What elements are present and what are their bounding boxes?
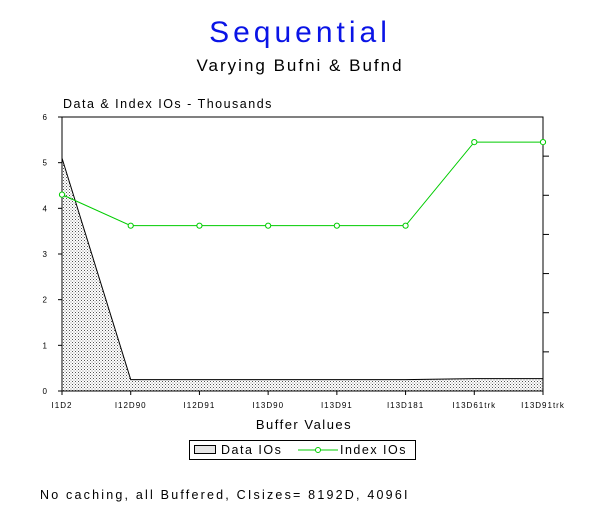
legend-swatch-index: [298, 447, 338, 453]
index-ios-point: [58, 191, 66, 198]
index-ios-point: [127, 222, 134, 229]
y-tick-label: 0: [43, 387, 48, 396]
index-ios-line: [61, 141, 543, 227]
y-tick-label: 6: [43, 113, 48, 122]
x-tick-label: I13D90: [252, 401, 284, 410]
x-axis-label: Buffer Values: [255, 417, 353, 432]
x-tick-label: I13D181: [387, 401, 424, 410]
plot-frame: [61, 116, 544, 392]
legend-label-index: Index IOs: [340, 443, 407, 457]
index-ios-point: [333, 222, 340, 229]
x-tick-label: I1D2: [52, 401, 73, 410]
index-ios-point: [471, 139, 478, 146]
y-tick-label: 5: [43, 159, 48, 168]
footnote: No caching, all Buffered, CIsizes= 8192D…: [40, 488, 410, 502]
y-tick-label: 3: [43, 250, 48, 259]
x-tick-label: I13D91trk: [521, 401, 565, 410]
data-ios-line: [61, 157, 543, 381]
legend-label-data: Data IOs: [221, 443, 283, 457]
chart-title: Sequential: [209, 16, 391, 49]
chart-subtitle: Varying Bufni & Bufnd: [196, 56, 404, 75]
legend: Data IOs Index IOs: [189, 440, 416, 460]
x-tick-label: I12D91: [184, 401, 216, 410]
y-tick-label: 4: [43, 204, 48, 213]
x-tick-label: I13D91: [321, 401, 353, 410]
y-tick-label: 2: [43, 296, 48, 305]
y-tick-label: 1: [43, 341, 48, 350]
index-ios-point: [402, 222, 409, 229]
x-tick-label: I13D61trk: [452, 401, 496, 410]
y-axis-label: Data & Index IOs - Thousands: [63, 97, 273, 111]
index-ios-point: [265, 222, 272, 229]
x-tick-label: I12D90: [115, 401, 147, 410]
index-ios-point: [539, 139, 547, 146]
data-ios-area: [62, 158, 543, 391]
legend-swatch-data: [194, 445, 216, 454]
index-ios-point: [196, 222, 203, 229]
